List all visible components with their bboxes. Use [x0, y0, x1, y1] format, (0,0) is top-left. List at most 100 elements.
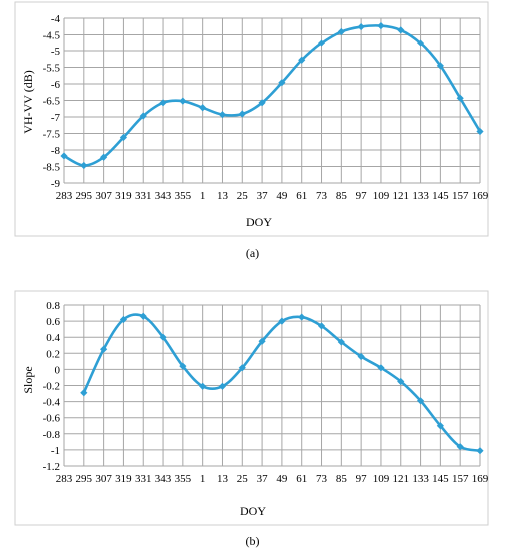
chart-0-data-point [199, 104, 207, 112]
chart-1-x-tick-label: 73 [316, 473, 328, 485]
chart-1-y-tick-label: 0.6 [46, 316, 60, 328]
chart-0-data-point [258, 99, 266, 107]
chart-0-x-tick-label: 49 [276, 190, 288, 202]
chart-0-data-point [139, 112, 147, 120]
chart-0-x-tick-label: 73 [316, 190, 328, 202]
chart-0-x-tick-label: 169 [472, 190, 489, 202]
chart-0-y-tick-label: -6.5 [43, 96, 61, 108]
chart-1-y-tick-label: 0 [55, 364, 61, 376]
chart-0-y-tick-label: -8.5 [43, 162, 61, 174]
chart-1-y-tick-label: 0.4 [46, 332, 60, 344]
chart-1-x-tick-label: 295 [76, 473, 93, 485]
chart-1-x-tick-label: 169 [472, 473, 489, 485]
caption-b: (b) [245, 534, 260, 548]
chart-0-y-tick-label: -5 [51, 46, 61, 58]
chart-1-x-tick-label: 319 [115, 473, 132, 485]
chart-1-data-point [317, 322, 326, 330]
chart-1-x-tick-label: 85 [336, 473, 348, 485]
chart-1-data-point [456, 443, 464, 451]
chart-1-x-tick-label: 25 [237, 473, 249, 485]
chart-a-x-axis-label: DOY [246, 215, 272, 229]
chart-1-y-tick-label: -0.4 [43, 397, 61, 409]
chart-1-x-tick-label: 49 [276, 473, 288, 485]
chart-0-x-tick-label: 25 [237, 190, 249, 202]
chart-0-data-point [436, 62, 444, 70]
chart-a-series [60, 21, 484, 170]
chart-a-x-ticks: 283 295 307 319 331 343 355 1 13 25 37 49 61 73 85 97 10… [56, 190, 489, 202]
chart-0-data-point [397, 26, 405, 34]
chart-1-data-point [80, 389, 88, 397]
chart-1-data-point [298, 313, 306, 321]
chart-0-x-tick-label: 121 [393, 190, 410, 202]
chart-0-y-tick-label: -7.5 [43, 129, 61, 141]
chart-b-frame [14, 290, 489, 526]
chart-0-x-tick-label: 85 [336, 190, 348, 202]
chart-0-y-tick-label: -9 [51, 178, 61, 190]
chart-1-x-tick-label: 307 [95, 473, 112, 485]
chart-1-y-tick-label: -0.2 [43, 381, 60, 393]
chart-b: 0.80.60.40.20-0.2-0.4-0.6-0.8-1-1.2 283 2… [14, 290, 489, 526]
chart-0-x-tick-label: 97 [356, 190, 368, 202]
chart-0-x-tick-label: 61 [296, 190, 307, 202]
chart-0-data-point [298, 56, 306, 64]
chart-1-data-point [357, 352, 365, 361]
chart-0-x-tick-label: 157 [452, 190, 469, 202]
chart-1-x-tick-label: 157 [452, 473, 469, 485]
chart-b-y-axis-label: Slope [21, 366, 35, 393]
chart-a-y-ticks: -4 -4.5 -5 -5.5 -6 -6.5 -7 -7.5 -8 -8.5 -9 [43, 13, 61, 190]
chart-1-x-tick-label: 133 [412, 473, 429, 485]
chart-0-data-point [159, 99, 167, 107]
chart-a-frame [14, 1, 489, 237]
chart-0-y-tick-label: -8 [51, 145, 61, 157]
chart-b-y-ticks: 0.8 0.6 0.4 0.2 0 -0.2 -0.4 -0.6 -0.8 -1 -1.2 [43, 300, 61, 473]
chart-0-x-tick-label: 37 [257, 190, 269, 202]
chart-b-grid [63, 304, 481, 467]
chart-b-series [80, 312, 484, 455]
chart-1-x-tick-label: 283 [56, 473, 73, 485]
chart-0-x-tick-label: 1 [200, 190, 206, 202]
chart-1-y-tick-label: -0.8 [43, 429, 61, 441]
chart-1-x-tick-label: 97 [356, 473, 368, 485]
chart-0-data-point [278, 79, 286, 87]
chart-0-y-tick-label: -4 [51, 13, 61, 25]
chart-1-y-tick-label: 0.8 [46, 300, 60, 312]
chart-1-x-tick-label: 13 [217, 473, 229, 485]
chart-0-x-tick-label: 283 [56, 190, 73, 202]
chart-0-y-tick-label: -4.5 [43, 30, 61, 42]
chart-0-data-point [317, 39, 326, 47]
chart-0-data-point [179, 97, 187, 105]
chart-1-y-tick-label: 0.2 [46, 348, 60, 360]
chart-1-x-tick-label: 61 [296, 473, 307, 485]
chart-0-x-tick-label: 109 [373, 190, 390, 202]
chart-0-data-point [337, 27, 345, 36]
chart-1-x-tick-label: 145 [432, 473, 449, 485]
chart-1-data-point [436, 422, 444, 430]
chart-1-x-tick-label: 1 [200, 473, 206, 485]
chart-0-x-tick-label: 343 [155, 190, 172, 202]
chart-0-x-tick-label: 145 [432, 190, 449, 202]
chart-0-data-point [377, 21, 385, 30]
chart-0-x-tick-label: 13 [217, 190, 229, 202]
chart-0-x-tick-label: 295 [76, 190, 93, 202]
chart-1-data-point [278, 317, 286, 325]
chart-0-data-point [238, 110, 246, 118]
chart-0-series-line [63, 24, 482, 167]
chart-b-x-ticks: 283 295 307 319 331 343 355 1 13 25 37 49 61 73 85 97 10… [56, 473, 489, 485]
chart-0-data-point [60, 152, 68, 160]
chart-0-x-tick-label: 355 [175, 190, 192, 202]
chart-1-x-tick-label: 343 [155, 473, 172, 485]
chart-0-x-tick-label: 331 [135, 190, 152, 202]
chart-0-y-tick-label: -7 [51, 112, 61, 124]
chart-0-y-tick-label: -5.5 [43, 63, 61, 75]
caption-a: (a) [245, 246, 260, 260]
chart-0-x-tick-label: 307 [95, 190, 112, 202]
chart-0-data-point [100, 153, 108, 161]
chart-1-x-tick-label: 121 [393, 473, 410, 485]
chart-0-data-point [456, 94, 464, 102]
chart-0-data-point [357, 22, 365, 31]
chart-0-data-point [218, 111, 227, 119]
chart-1-data-point [337, 338, 345, 346]
chart-0-data-point [80, 161, 88, 170]
chart-0-y-tick-label: -6 [51, 79, 61, 91]
